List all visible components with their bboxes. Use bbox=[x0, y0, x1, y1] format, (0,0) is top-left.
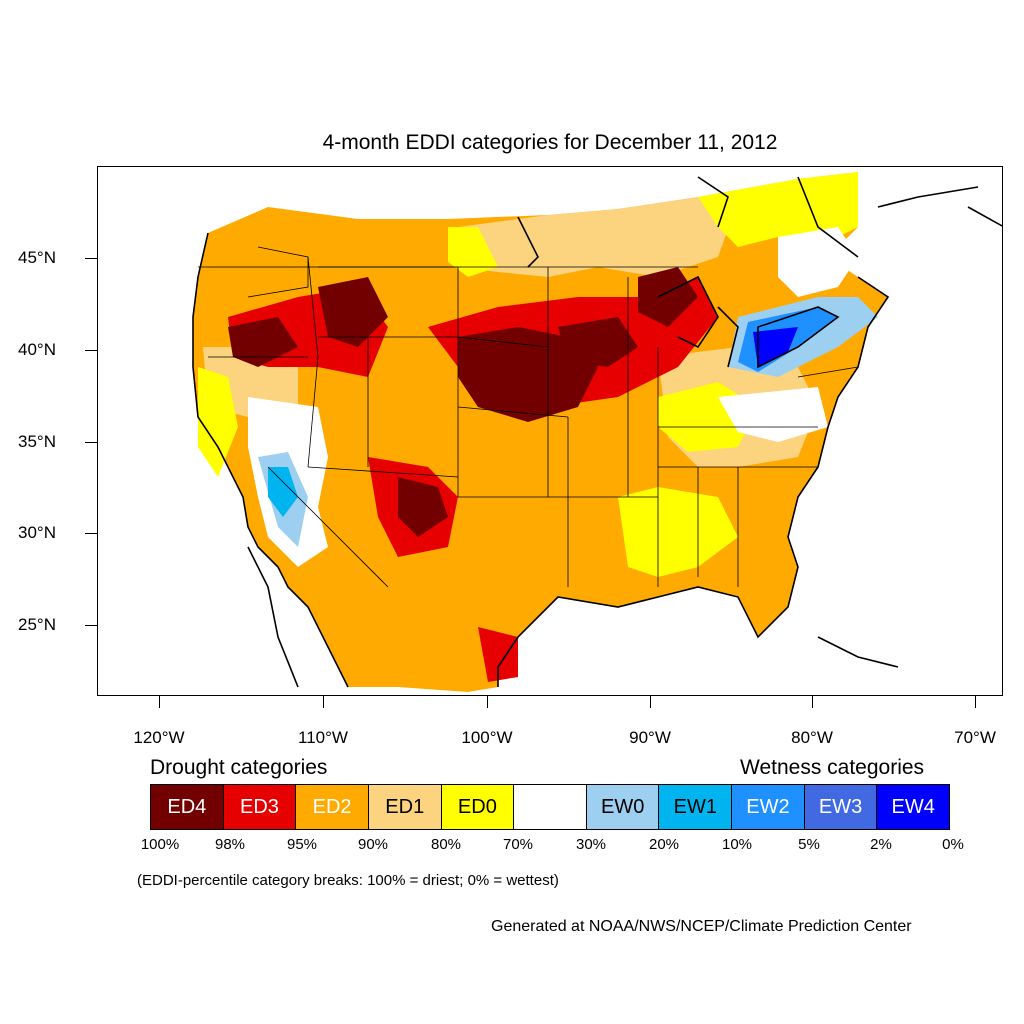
legend-cell-ed3: ED3 bbox=[223, 785, 297, 829]
legend-cell-ed0: ED0 bbox=[441, 785, 515, 829]
longitude-label-100: 100°W bbox=[461, 728, 513, 747]
latitude-tick-40 bbox=[85, 350, 97, 351]
credit-line: Generated at NOAA/NWS/NCEP/Climate Predi… bbox=[491, 918, 912, 935]
legend-cell-ew4: EW4 bbox=[877, 785, 950, 829]
region-ed1-north bbox=[458, 197, 738, 277]
region-normal-ohio-valley bbox=[718, 387, 828, 442]
legend-cell-normal bbox=[514, 785, 587, 829]
region-ed0-northeast bbox=[698, 172, 858, 247]
region-ed3-texas bbox=[478, 627, 518, 682]
break-label-95: 95% bbox=[286, 836, 318, 853]
region-ed4-idaho bbox=[318, 277, 388, 347]
latitude-tick-30 bbox=[85, 533, 97, 534]
longitude-label-90: 90°W bbox=[629, 728, 671, 747]
legend-cell-ed2: ED2 bbox=[296, 785, 369, 829]
state-boundaries bbox=[198, 246, 859, 588]
latitude-label-45: 45°N bbox=[18, 248, 56, 267]
legend-wetness-heading: Wetness categories bbox=[740, 756, 925, 779]
break-label-98: 98% bbox=[214, 836, 246, 853]
longitude-tick-80 bbox=[812, 696, 813, 708]
break-label-0: 0% bbox=[942, 836, 964, 853]
legend-cell-ew2: EW2 bbox=[732, 785, 805, 829]
legend-color-bar: ED4 ED3 ED2 ED1 ED0 EW0 EW1 EW2 EW3 EW4 bbox=[150, 784, 950, 830]
latitude-tick-35 bbox=[85, 442, 97, 443]
coastlines bbox=[192, 176, 1002, 688]
break-label-2: 2% bbox=[870, 836, 892, 853]
region-ed4-oregon bbox=[228, 317, 298, 367]
longitude-label-80: 80°W bbox=[791, 728, 833, 747]
region-ed4-upper-michigan bbox=[638, 267, 698, 327]
longitude-tick-100 bbox=[487, 696, 488, 708]
break-label-20: 20% bbox=[648, 836, 680, 853]
legend-cell-ed4: ED4 bbox=[151, 785, 224, 829]
legend-cell-ew3: EW3 bbox=[804, 785, 878, 829]
longitude-tick-120 bbox=[159, 696, 160, 708]
longitude-tick-70 bbox=[975, 696, 976, 708]
region-ew-southwest-core bbox=[268, 467, 298, 517]
latitude-tick-25 bbox=[85, 625, 97, 626]
legend-cell-ew0: EW0 bbox=[586, 785, 660, 829]
region-ed0-plains bbox=[448, 227, 498, 277]
break-label-30: 30% bbox=[575, 836, 607, 853]
longitude-label-120: 120°W bbox=[133, 728, 185, 747]
region-ed4-plains bbox=[458, 327, 598, 422]
eddi-map-graphic bbox=[192, 172, 1002, 692]
latitude-tick-45 bbox=[85, 258, 97, 259]
longitude-label-70: 70°W bbox=[954, 728, 996, 747]
legend-cell-ew1: EW1 bbox=[659, 785, 733, 829]
longitude-tick-90 bbox=[650, 696, 651, 708]
legend-drought-heading: Drought categories bbox=[150, 756, 328, 779]
latitude-label-35: 35°N bbox=[18, 432, 56, 451]
region-normal-northeast bbox=[778, 227, 858, 297]
latitude-label-30: 30°N bbox=[18, 523, 56, 542]
break-label-80: 80% bbox=[430, 836, 462, 853]
region-ed0-northwest bbox=[198, 367, 238, 477]
region-ed0-southeast bbox=[618, 487, 738, 577]
map-title: 4-month EDDI categories for December 11,… bbox=[322, 131, 778, 154]
break-label-5: 5% bbox=[798, 836, 820, 853]
latitude-label-25: 25°N bbox=[18, 615, 56, 634]
break-label-10: 10% bbox=[721, 836, 753, 853]
region-ed4-midwest bbox=[558, 317, 638, 367]
legend-cell-ed1: ED1 bbox=[368, 785, 442, 829]
region-ew-great-lakes-dark bbox=[753, 327, 798, 367]
break-label-70: 70% bbox=[502, 836, 534, 853]
break-label-100: 100% bbox=[140, 836, 180, 853]
break-label-90: 90% bbox=[357, 836, 389, 853]
region-ed4-new-mexico bbox=[398, 477, 448, 537]
legend-note: (EDDI-percentile category breaks: 100% =… bbox=[137, 872, 559, 889]
eddi-map bbox=[97, 166, 1003, 696]
longitude-label-110: 110°W bbox=[298, 728, 348, 747]
longitude-tick-110 bbox=[323, 696, 324, 708]
latitude-label-40: 40°N bbox=[18, 340, 56, 359]
